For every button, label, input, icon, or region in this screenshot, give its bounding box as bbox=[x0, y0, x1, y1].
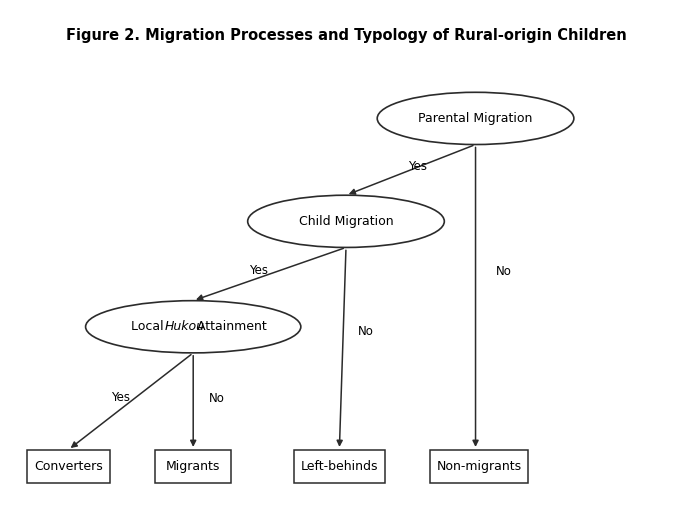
FancyBboxPatch shape bbox=[430, 450, 528, 483]
Text: Child Migration: Child Migration bbox=[299, 215, 393, 228]
Text: Non-migrants: Non-migrants bbox=[436, 460, 522, 473]
Text: Figure 2. Migration Processes and Typology of Rural-origin Children: Figure 2. Migration Processes and Typolo… bbox=[66, 28, 626, 43]
Text: Left-behinds: Left-behinds bbox=[300, 460, 378, 473]
Text: Local: Local bbox=[131, 320, 167, 333]
FancyBboxPatch shape bbox=[27, 450, 110, 483]
FancyBboxPatch shape bbox=[155, 450, 231, 483]
Text: No: No bbox=[495, 265, 511, 278]
Text: Yes: Yes bbox=[249, 264, 268, 277]
Text: No: No bbox=[358, 325, 374, 338]
Text: Attainment: Attainment bbox=[193, 320, 267, 333]
Text: Hukou: Hukou bbox=[165, 320, 205, 333]
Text: Converters: Converters bbox=[34, 460, 102, 473]
Text: No: No bbox=[208, 392, 224, 405]
Ellipse shape bbox=[86, 301, 301, 353]
Text: Yes: Yes bbox=[408, 160, 426, 173]
Text: Parental Migration: Parental Migration bbox=[419, 112, 533, 125]
FancyBboxPatch shape bbox=[293, 450, 385, 483]
Text: Migrants: Migrants bbox=[166, 460, 220, 473]
Ellipse shape bbox=[377, 92, 574, 144]
Text: Yes: Yes bbox=[111, 391, 129, 404]
Ellipse shape bbox=[248, 195, 444, 247]
